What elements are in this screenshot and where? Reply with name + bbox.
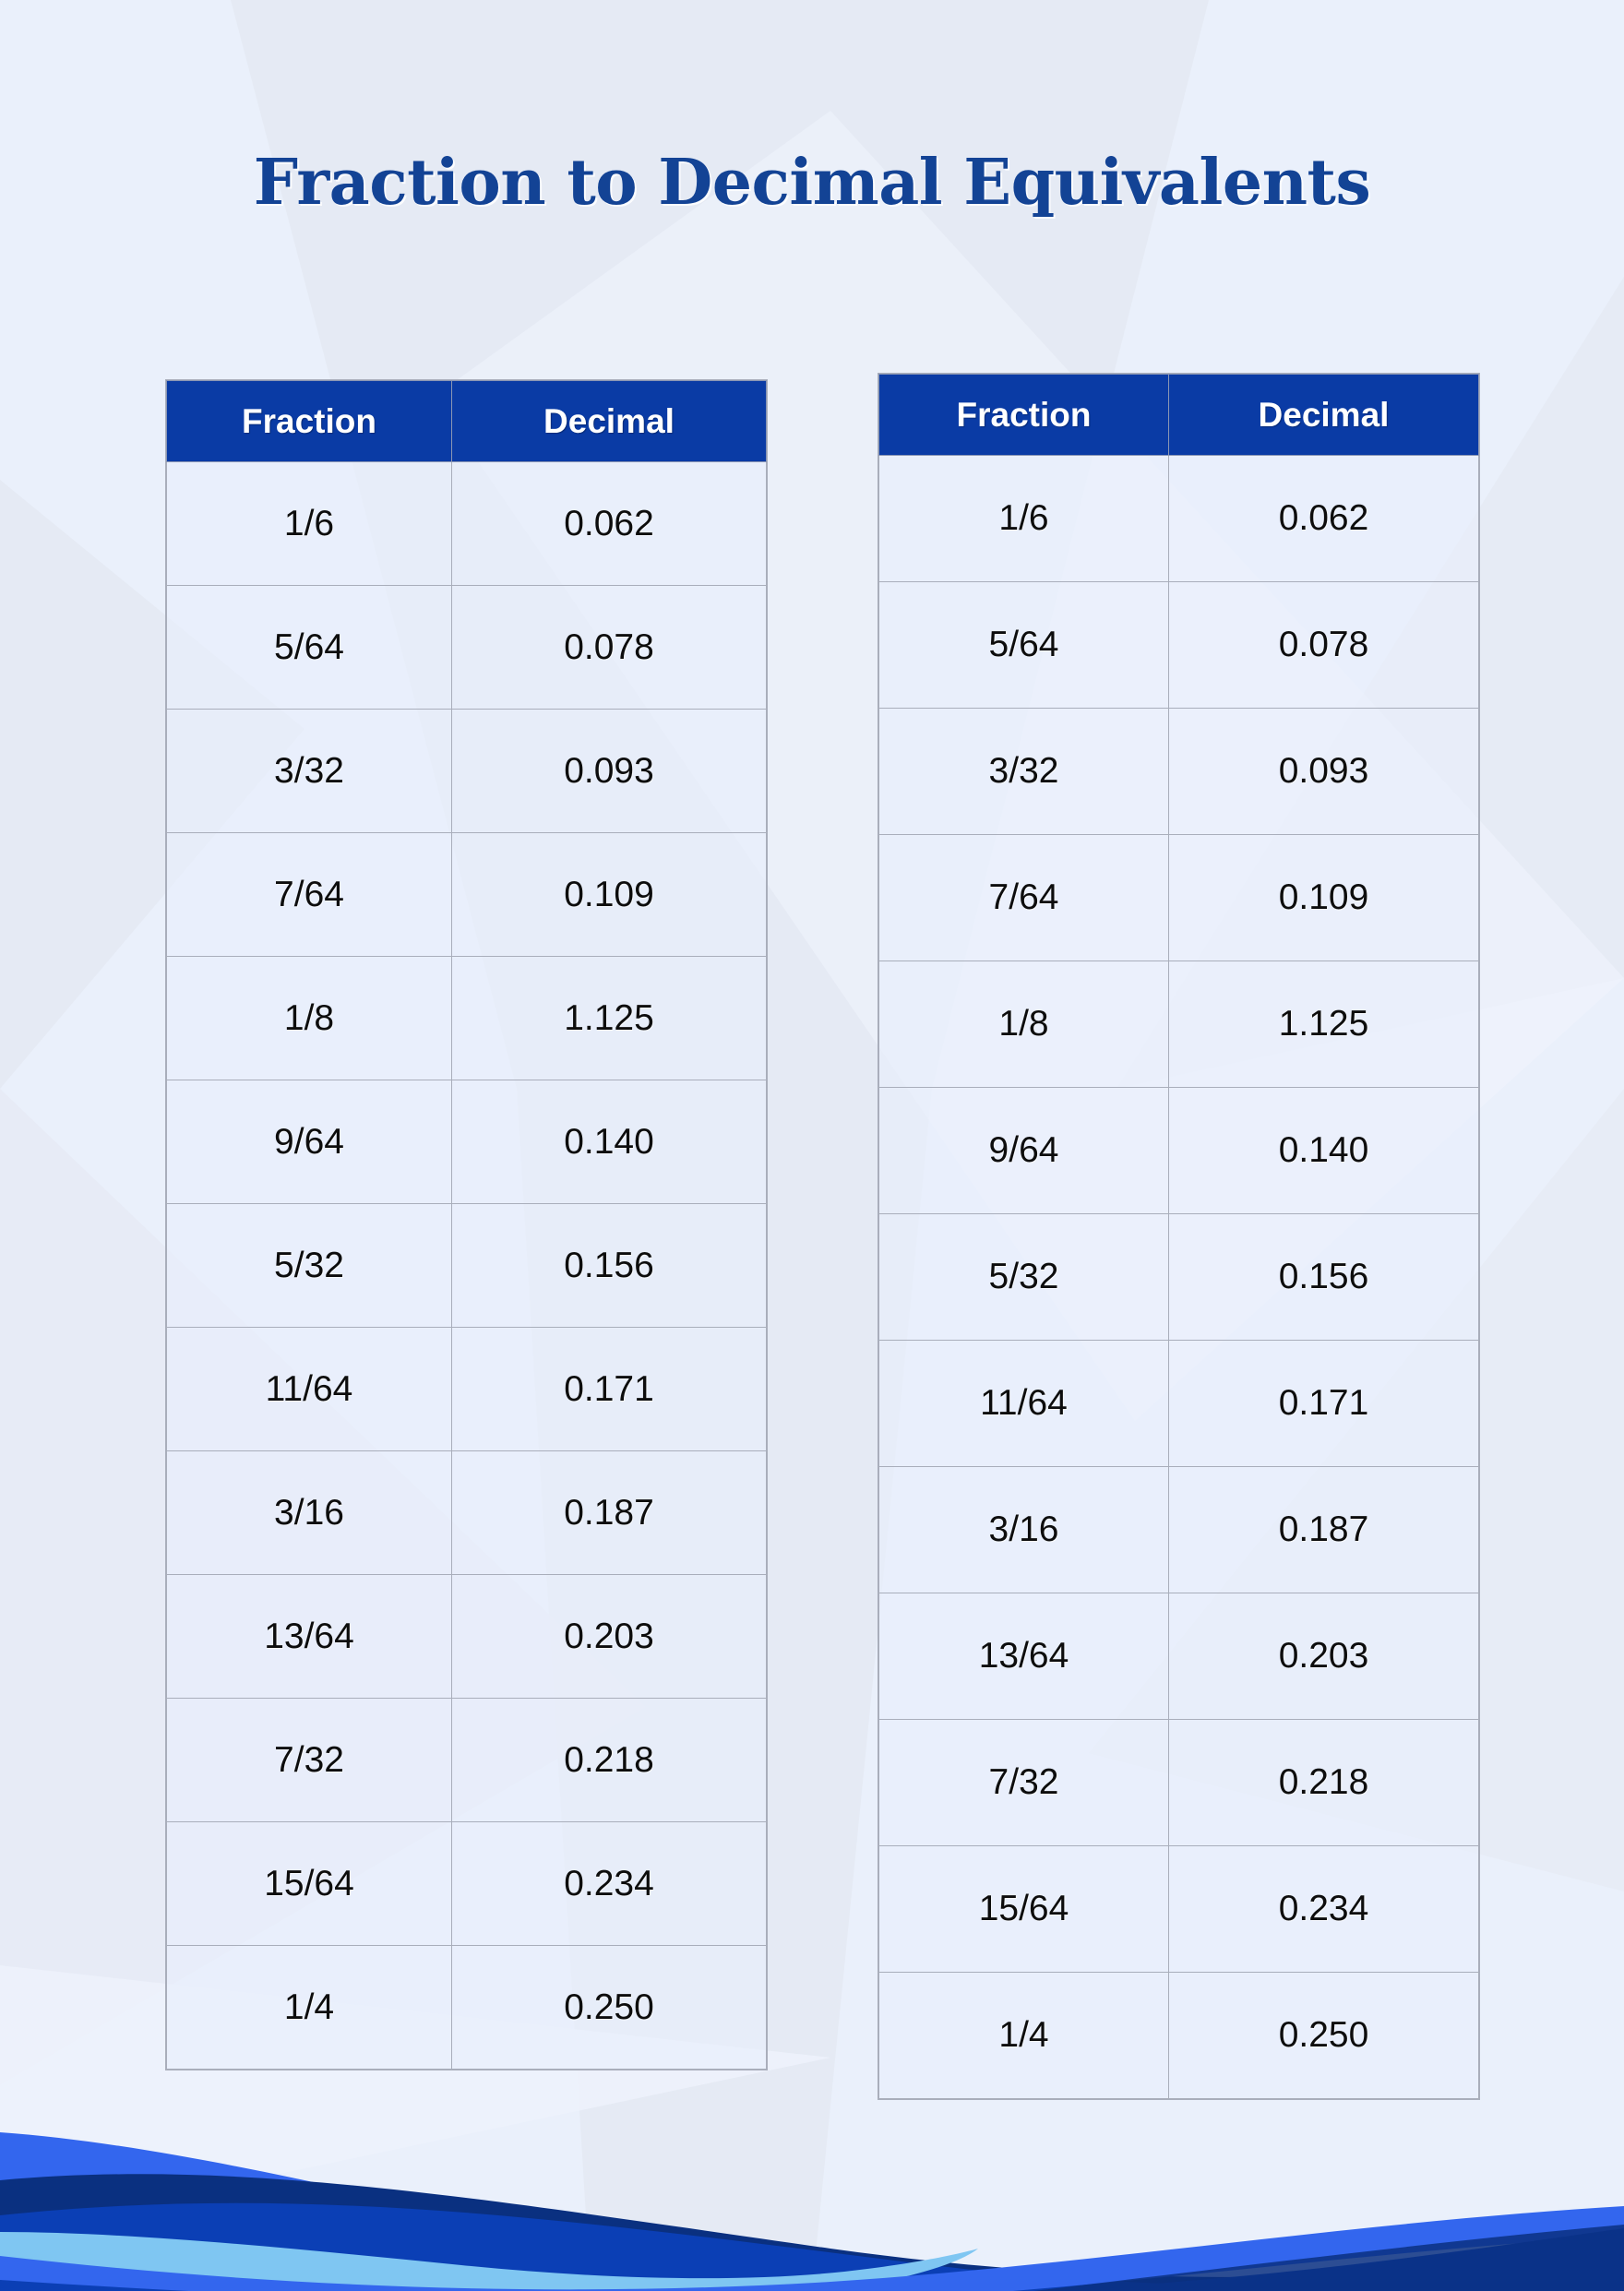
cell-decimal: 0.140 <box>451 1080 767 1204</box>
table-body-right: 1/6 0.062 5/64 0.078 3/32 0.093 7/64 0.109 1… <box>878 455 1479 2099</box>
table-row: 15/64 0.234 <box>166 1821 767 1946</box>
cell-fraction: 15/64 <box>878 1845 1169 1973</box>
column-header-decimal: Decimal <box>451 380 767 462</box>
cell-fraction: 5/32 <box>166 1203 452 1328</box>
cell-decimal: 0.187 <box>1168 1466 1479 1593</box>
cell-fraction: 5/64 <box>166 585 452 710</box>
cell-decimal: 0.109 <box>1168 834 1479 961</box>
table-row: 1/4 0.250 <box>878 1972 1479 2099</box>
cell-decimal: 0.156 <box>451 1203 767 1328</box>
table-row: 9/64 0.140 <box>166 1080 767 1204</box>
cell-fraction: 7/64 <box>878 834 1169 961</box>
footer-wave-decoration <box>0 2132 1624 2291</box>
column-header-fraction: Fraction <box>166 380 452 462</box>
cell-fraction: 7/64 <box>166 832 452 957</box>
table-row: 15/64 0.234 <box>878 1845 1479 1973</box>
cell-fraction: 7/32 <box>166 1698 452 1822</box>
table-header-row: Fraction Decimal <box>166 380 767 462</box>
cell-fraction: 7/32 <box>878 1719 1169 1846</box>
table-row: 7/32 0.218 <box>166 1698 767 1822</box>
table-row: 1/8 1.125 <box>878 961 1479 1088</box>
cell-decimal: 0.109 <box>451 832 767 957</box>
table-row: 5/32 0.156 <box>166 1203 767 1328</box>
cell-fraction: 11/64 <box>878 1340 1169 1467</box>
table-row: 11/64 0.171 <box>878 1340 1479 1467</box>
cell-fraction: 13/64 <box>878 1593 1169 1720</box>
cell-fraction: 3/16 <box>166 1450 452 1575</box>
cell-fraction: 9/64 <box>166 1080 452 1204</box>
cell-decimal: 0.062 <box>1168 455 1479 582</box>
cell-decimal: 0.078 <box>451 585 767 710</box>
cell-fraction: 1/8 <box>878 961 1169 1088</box>
table-row: 3/16 0.187 <box>166 1450 767 1575</box>
cell-decimal: 0.062 <box>451 461 767 586</box>
cell-decimal: 0.203 <box>451 1574 767 1699</box>
cell-decimal: 0.140 <box>1168 1087 1479 1214</box>
table-header-right: Fraction Decimal <box>878 374 1479 456</box>
cell-fraction: 1/8 <box>166 956 452 1080</box>
cell-fraction: 11/64 <box>166 1327 452 1451</box>
cell-fraction: 1/4 <box>166 1945 452 2070</box>
table-header-row: Fraction Decimal <box>878 374 1479 456</box>
column-header-fraction: Fraction <box>878 374 1169 456</box>
cell-decimal: 0.218 <box>1168 1719 1479 1846</box>
cell-fraction: 3/32 <box>878 708 1169 835</box>
cell-decimal: 0.093 <box>1168 708 1479 835</box>
cell-fraction: 15/64 <box>166 1821 452 1946</box>
cell-decimal: 0.250 <box>451 1945 767 2070</box>
cell-decimal: 0.250 <box>1168 1972 1479 2099</box>
table-row: 7/64 0.109 <box>166 832 767 957</box>
table-row: 11/64 0.171 <box>166 1327 767 1451</box>
table-row: 7/32 0.218 <box>878 1719 1479 1846</box>
table-row: 1/4 0.250 <box>166 1945 767 2070</box>
cell-decimal: 0.171 <box>451 1327 767 1451</box>
table-body-left: 1/6 0.062 5/64 0.078 3/32 0.093 7/64 0.109 1… <box>166 461 767 2070</box>
table-row: 5/64 0.078 <box>878 581 1479 709</box>
fraction-decimal-table-right: Fraction Decimal 1/6 0.062 5/64 0.078 3/32… <box>878 374 1479 2099</box>
cell-decimal: 0.187 <box>451 1450 767 1575</box>
table-row: 3/32 0.093 <box>166 709 767 833</box>
page-title: Fraction to Decimal Equivalents <box>253 145 1371 220</box>
cell-decimal: 0.156 <box>1168 1213 1479 1341</box>
cell-decimal: 0.171 <box>1168 1340 1479 1467</box>
cell-fraction: 3/16 <box>878 1466 1169 1593</box>
cell-fraction: 3/32 <box>166 709 452 833</box>
cell-fraction: 1/6 <box>878 455 1169 582</box>
cell-decimal: 0.218 <box>451 1698 767 1822</box>
cell-decimal: 0.078 <box>1168 581 1479 709</box>
table-row: 5/32 0.156 <box>878 1213 1479 1341</box>
cell-decimal: 0.093 <box>451 709 767 833</box>
cell-fraction: 1/4 <box>878 1972 1169 2099</box>
cell-fraction: 9/64 <box>878 1087 1169 1214</box>
table-row: 1/6 0.062 <box>878 455 1479 582</box>
cell-fraction: 5/32 <box>878 1213 1169 1341</box>
table-row: 13/64 0.203 <box>166 1574 767 1699</box>
table-row: 1/8 1.125 <box>166 956 767 1080</box>
cell-decimal: 0.203 <box>1168 1593 1479 1720</box>
cell-decimal: 0.234 <box>1168 1845 1479 1973</box>
table-row: 5/64 0.078 <box>166 585 767 710</box>
table-header-left: Fraction Decimal <box>166 380 767 462</box>
cell-decimal: 0.234 <box>451 1821 767 1946</box>
table-row: 3/32 0.093 <box>878 708 1479 835</box>
table-row: 7/64 0.109 <box>878 834 1479 961</box>
cell-fraction: 1/6 <box>166 461 452 586</box>
table-row: 3/16 0.187 <box>878 1466 1479 1593</box>
table-row: 9/64 0.140 <box>878 1087 1479 1214</box>
cell-decimal: 1.125 <box>1168 961 1479 1088</box>
fraction-decimal-table-left: Fraction Decimal 1/6 0.062 5/64 0.078 3/32… <box>166 380 767 2070</box>
table-row: 1/6 0.062 <box>166 461 767 586</box>
cell-decimal: 1.125 <box>451 956 767 1080</box>
cell-fraction: 5/64 <box>878 581 1169 709</box>
table-row: 13/64 0.203 <box>878 1593 1479 1720</box>
cell-fraction: 13/64 <box>166 1574 452 1699</box>
column-header-decimal: Decimal <box>1168 374 1479 456</box>
